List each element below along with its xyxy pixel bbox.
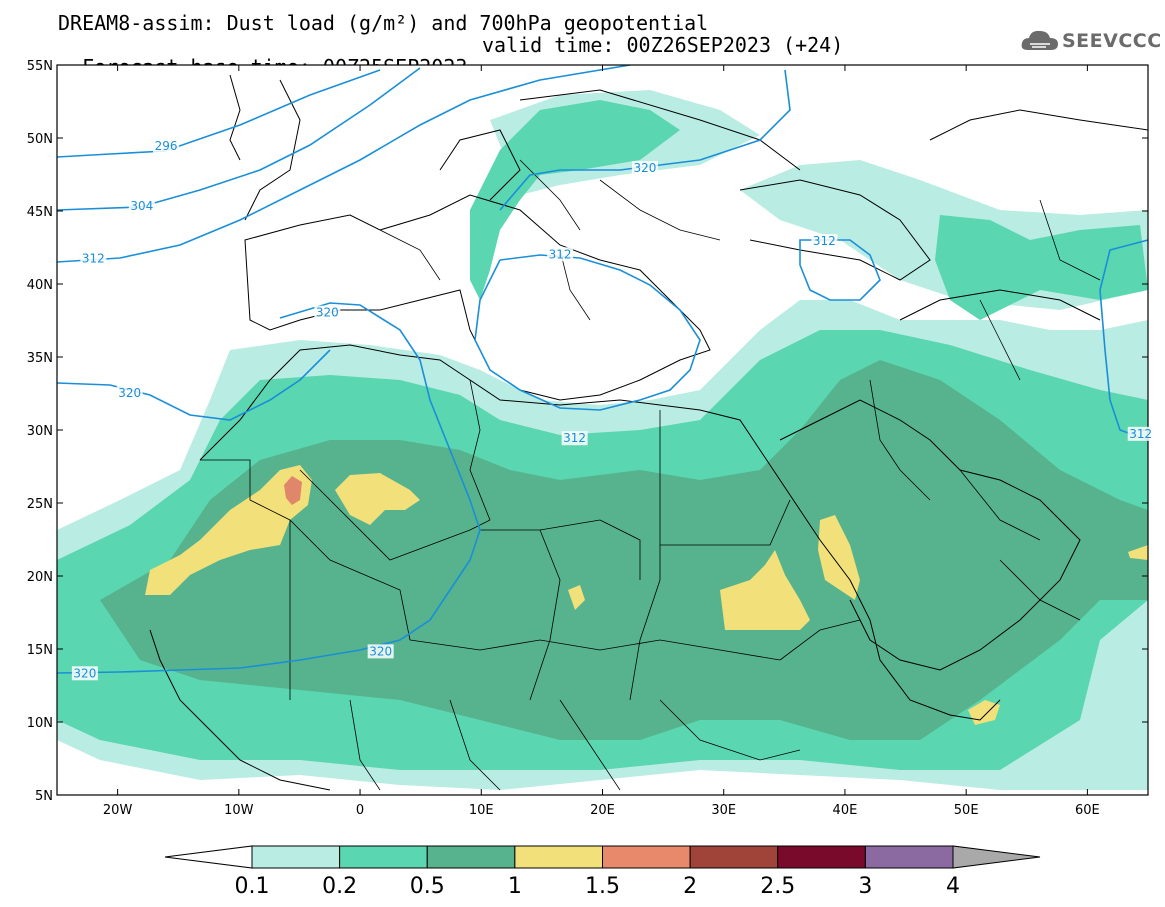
colorbar-label: 1 — [508, 874, 522, 899]
contour-label-bg — [71, 666, 98, 681]
valid-time-label: valid time: 00Z26SEP2023 (+24) — [482, 33, 844, 57]
contour-label-bg — [116, 385, 143, 400]
contour-label-bg — [314, 305, 341, 320]
lon-tick-label: 30E — [711, 803, 736, 818]
contour-label: 320 — [118, 386, 141, 400]
contour-label: 304 — [130, 199, 153, 213]
lon-tick-label: 0 — [356, 803, 364, 818]
contour-296 — [57, 69, 381, 158]
contour-label-bg — [1127, 426, 1154, 441]
country-borders — [200, 159, 1101, 791]
lon-tick-label: 20E — [590, 803, 615, 818]
dust-region-peak — [284, 476, 302, 505]
contour-labels: 296 304 312 320 320 312 320 312 312 320 320 312 — [71, 139, 1154, 681]
contour-312-far-east — [1099, 239, 1148, 441]
lat-tick-label: 45N — [27, 205, 53, 220]
colorbar-swatch — [777, 845, 866, 869]
lat-tick-label: 50N — [27, 132, 53, 147]
lat-tick-label: 10N — [27, 716, 53, 731]
contour-label-bg — [128, 199, 155, 214]
contour-label: 296 — [155, 139, 178, 153]
contour-label-bg — [561, 431, 588, 446]
contour-label: 320 — [73, 666, 96, 680]
lat-tick-label: 55N — [27, 59, 53, 74]
lat-tick-label: 25N — [27, 497, 53, 512]
lon-tick-label: 10W — [224, 803, 254, 818]
colorbar-swatch — [602, 845, 691, 869]
lon-tick-label: 20W — [103, 803, 133, 818]
lat-tick-label: 30N — [27, 424, 53, 439]
contour-label: 312 — [1129, 427, 1152, 441]
lon-tick-label: 60E — [1075, 803, 1100, 818]
cloud-icon — [1021, 30, 1058, 50]
axis-ticks: 20W 10W 0 10E 20E 30E 40E 50E 60E 55N 50N 45N 40N 35N… — [27, 59, 1148, 818]
contour-label: 312 — [82, 252, 105, 266]
colorbar-swatch — [251, 845, 341, 869]
contour-label-bg — [547, 247, 574, 262]
colorbar-label: 0.1 — [235, 874, 270, 899]
colorbar-swatch — [426, 845, 516, 869]
contour-label: 312 — [549, 247, 572, 261]
contour-312-east — [799, 239, 881, 301]
colorbar-swatch — [689, 845, 779, 869]
seevccc-logo: SEEVCCC — [1020, 26, 1161, 56]
contour-label-bg — [80, 251, 107, 266]
lat-tick-label: 35N — [27, 351, 53, 366]
logo-text: SEEVCCC — [1062, 30, 1162, 52]
contour-label-bg — [153, 139, 180, 154]
dust-region-dark — [100, 360, 1148, 740]
dust-region-medium-east — [935, 215, 1148, 320]
contour-label: 320 — [316, 306, 339, 320]
contour-label-bg — [367, 644, 394, 659]
colorbar-label: 4 — [946, 874, 960, 899]
contour-label-bg — [631, 161, 658, 176]
lat-tick-label: 15N — [27, 643, 53, 658]
lon-tick-label: 40E — [833, 803, 858, 818]
contour-label: 312 — [563, 431, 586, 445]
lat-tick-label: 5N — [35, 789, 53, 804]
colorbar-swatch — [339, 845, 428, 869]
colorbar: 0.1 0.2 0.5 1 1.5 2 2.5 3 4 — [164, 845, 1041, 899]
contour-320-west — [57, 302, 481, 674]
colorbar-extend-low — [164, 845, 253, 869]
contour-label-bg — [811, 234, 838, 249]
contour-312-med — [474, 254, 701, 411]
dust-region-medium-north — [470, 100, 680, 300]
colorbar-swatch — [864, 845, 954, 869]
contour-label: 320 — [633, 161, 656, 175]
colorbar-label: 2 — [683, 874, 697, 899]
colorbar-extend-high — [952, 845, 1041, 869]
lat-tick-label: 40N — [27, 278, 53, 293]
lon-tick-label: 10E — [469, 803, 494, 818]
colorbar-swatch — [514, 845, 603, 869]
colorbar-label: 1.5 — [585, 874, 620, 899]
contour-312-west — [57, 65, 631, 263]
coastlines — [149, 74, 1148, 791]
lat-tick-label: 20N — [27, 570, 53, 585]
contour-label: 320 — [369, 644, 392, 658]
contour-320-sw — [57, 349, 331, 421]
colorbar-label: 2.5 — [760, 874, 795, 899]
colorbar-label: 3 — [858, 874, 872, 899]
lon-tick-label: 50E — [954, 803, 979, 818]
colorbar-label: 0.5 — [410, 874, 445, 899]
contour-label: 312 — [813, 234, 836, 248]
map-title: DREAM8-assim: Dust load (g/m²) and 700hP… — [58, 11, 709, 35]
dust-fields — [57, 65, 1148, 795]
contour-320-north — [499, 69, 791, 211]
colorbar-label: 0.2 — [322, 874, 357, 899]
